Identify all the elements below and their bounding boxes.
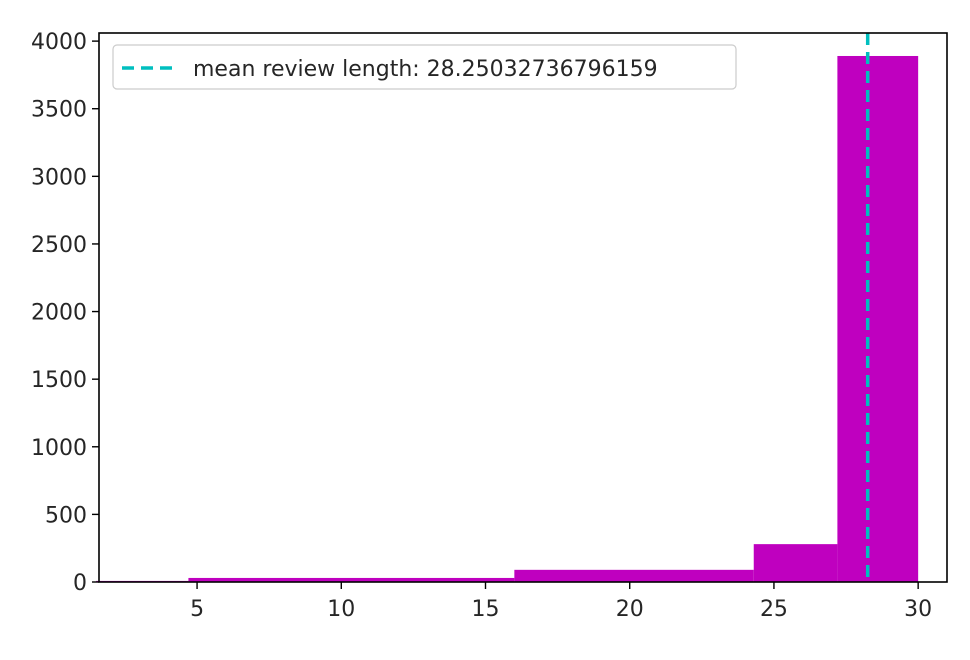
y-tick-label: 4000 <box>31 30 87 55</box>
legend: mean review length: 28.25032736796159 <box>112 44 737 90</box>
histogram-bar-3 <box>514 569 754 582</box>
x-tick-label: 5 <box>190 597 204 622</box>
x-tick-label: 30 <box>904 597 932 622</box>
histogram-bar-5 <box>837 55 919 583</box>
y-tick-label: 3500 <box>31 98 87 123</box>
histogram-bar-2 <box>188 577 515 582</box>
y-tick-label: 2500 <box>31 233 87 258</box>
axes-frame <box>98 32 948 583</box>
histogram-bars <box>96 55 919 583</box>
x-tick-label: 10 <box>327 597 355 622</box>
legend-label: mean review length: 28.25032736796159 <box>193 57 658 82</box>
x-tick-label: 25 <box>760 597 788 622</box>
histogram-bar-4 <box>753 544 838 582</box>
y-tick-label: 2000 <box>31 301 87 326</box>
x-axis: 5 10 15 20 25 30 <box>190 582 932 622</box>
y-tick-label: 0 <box>73 571 87 596</box>
x-tick-label: 15 <box>472 597 500 622</box>
legend-box <box>112 44 737 90</box>
y-tick-label: 1000 <box>31 436 87 461</box>
y-tick-label: 1500 <box>31 368 87 393</box>
y-tick-label: 3000 <box>31 165 87 190</box>
x-tick-label: 20 <box>616 597 644 622</box>
y-axis: 0 500 1000 1500 2000 2500 3000 3500 4000 <box>31 30 99 596</box>
y-tick-label: 500 <box>45 503 87 528</box>
